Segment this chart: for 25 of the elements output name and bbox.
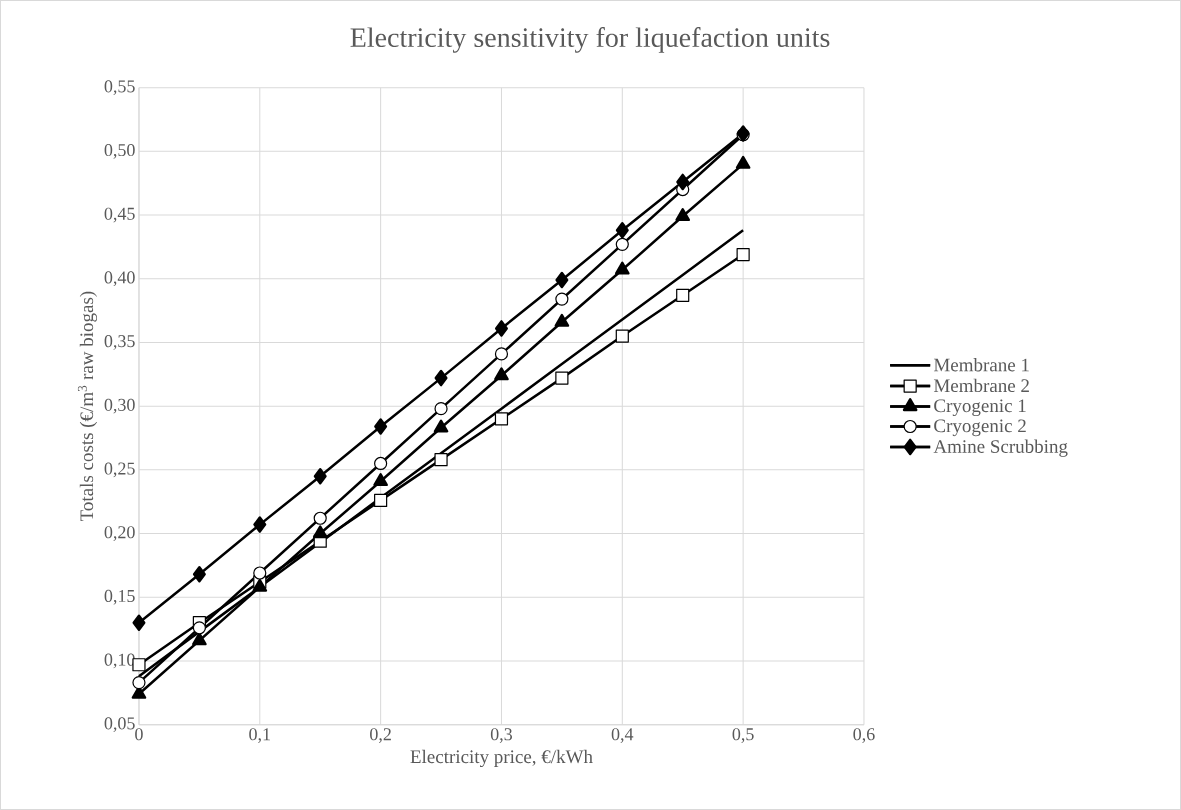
x-tick-label: 0,6 [853, 728, 875, 743]
y-tick-label: 0,30 [104, 398, 135, 414]
x-tick-label: 0,1 [249, 728, 270, 743]
y-tick-label: 0,20 [104, 526, 135, 541]
x-tick-label: 0,2 [370, 728, 391, 743]
legend-label: Membrane 1 [933, 358, 1029, 372]
legend-label: Amine Scrubbing [933, 439, 1068, 457]
legend-label: Cryogenic 2 [934, 419, 1026, 437]
y-axis-title: Totals costs (€/m$^{3}$ raw biogas) [77, 291, 98, 522]
y-tick-label: 0,05 [104, 717, 135, 732]
x-tick-label: 0,5 [732, 728, 754, 743]
legend-label: Cryogenic 1 [934, 399, 1026, 417]
x-axis-title: Electricity price, €/kWh [410, 749, 593, 768]
chart-title: Electricity sensitivity for liquefaction units [350, 27, 830, 53]
y-tick-label: 0,35 [104, 335, 135, 350]
y-tick-label: 0,25 [104, 462, 135, 478]
y-tick-label: 0,50 [104, 143, 135, 159]
x-tick-label: 0,4 [611, 728, 634, 743]
legend-label: Membrane 2 [933, 378, 1029, 393]
y-tick-label: 0,55 [104, 80, 135, 96]
y-tick-label: 0,15 [104, 589, 135, 605]
x-tick-label: 0 [135, 728, 143, 741]
x-tick-label: 0,3 [490, 728, 513, 743]
y-tick-label: 0,40 [104, 271, 135, 287]
y-tick-label: 0,45 [104, 207, 135, 223]
